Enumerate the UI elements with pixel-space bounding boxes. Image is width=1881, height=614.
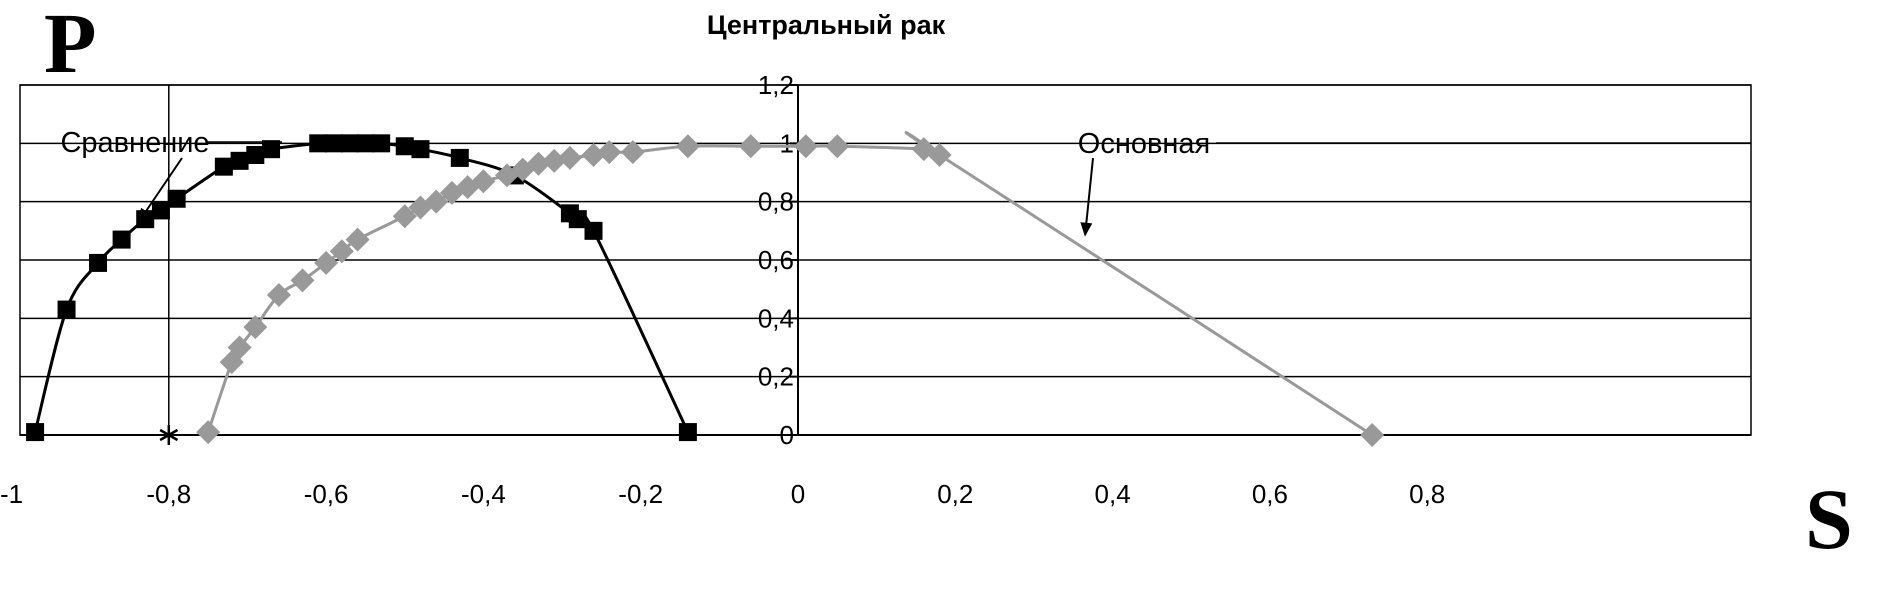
chart-title: Центральный рак — [707, 10, 946, 40]
axes — [20, 84, 1751, 445]
asterisk-stroke — [159, 428, 179, 442]
data-point — [112, 230, 131, 249]
data-point — [214, 157, 233, 176]
x-tick-label: -0,8 — [146, 479, 191, 509]
series-line — [33, 141, 690, 433]
data-point — [557, 145, 582, 170]
y-axis-label: P — [44, 0, 97, 91]
data-point — [151, 201, 170, 220]
data-point — [620, 140, 645, 165]
annotation-label: Основная — [1078, 128, 1210, 160]
x-tick-label: -1 — [0, 479, 23, 509]
series — [26, 131, 1385, 447]
data-point — [542, 148, 567, 173]
annotation-arrow — [138, 157, 183, 223]
data-point — [793, 134, 818, 159]
data-point — [57, 300, 76, 319]
data-point — [262, 140, 281, 159]
data-point — [266, 283, 291, 307]
data-point — [424, 189, 449, 214]
series-1 — [26, 134, 697, 442]
data-point — [227, 335, 252, 360]
data-point — [392, 204, 417, 229]
annotation-label: Сравнение — [60, 127, 209, 159]
data-point — [89, 253, 108, 272]
x-tick-label: 0,8 — [1409, 479, 1445, 509]
y-tick-label: 0,8 — [758, 187, 794, 217]
data-point — [395, 137, 414, 156]
data-point — [340, 134, 359, 153]
x-tick-label: 0 — [791, 479, 805, 509]
data-point — [26, 423, 45, 442]
annotations: Сравнение Основная — [60, 127, 1751, 237]
y-tick-label: 0,2 — [758, 362, 794, 392]
y-tick-label: 0,6 — [758, 245, 794, 275]
tick-labels: 00,20,40,60,811,2-1,2-1-0,8-0,6-0,4-0,20… — [0, 70, 1445, 509]
reference-asterisk — [159, 425, 179, 445]
data-point — [309, 134, 328, 153]
y-tick-label: 0,4 — [758, 303, 794, 333]
x-tick-label: 0,2 — [937, 479, 973, 509]
data-point — [1360, 423, 1385, 447]
data-point — [526, 151, 551, 176]
data-point — [290, 268, 315, 293]
y-tick-label: 1,2 — [758, 70, 794, 100]
data-point — [246, 146, 265, 164]
data-point — [230, 151, 249, 170]
data-point — [471, 169, 496, 194]
data-point — [372, 134, 391, 153]
x-tick-label: 0,4 — [1095, 479, 1131, 509]
data-point — [243, 315, 268, 340]
data-point — [738, 134, 763, 159]
data-point — [927, 143, 952, 167]
x-tick-label: -0,4 — [461, 479, 506, 509]
series-2 — [196, 131, 1385, 447]
data-point — [678, 423, 697, 442]
data-point — [356, 134, 375, 153]
x-tick-label: 0,6 — [1252, 479, 1288, 509]
data-point — [411, 140, 430, 159]
data-point — [568, 210, 587, 229]
x-tick-label: -0,2 — [618, 479, 663, 509]
y-tick-label: 0 — [780, 420, 794, 450]
annotation-arrow — [1080, 157, 1094, 237]
y-tick-label: 1 — [780, 128, 794, 158]
x-axis-label: S — [1805, 471, 1853, 567]
data-point — [167, 189, 186, 208]
data-point — [584, 221, 603, 240]
data-point — [450, 148, 469, 167]
data-point — [345, 227, 370, 252]
data-point — [597, 140, 622, 165]
data-point — [329, 239, 354, 264]
data-point — [314, 250, 339, 275]
data-point — [196, 420, 221, 445]
data-point — [581, 143, 606, 167]
data-point — [825, 134, 850, 159]
data-point — [675, 134, 700, 159]
grid — [19, 84, 1752, 436]
x-tick-label: -0,6 — [304, 479, 349, 509]
data-point — [324, 134, 343, 153]
